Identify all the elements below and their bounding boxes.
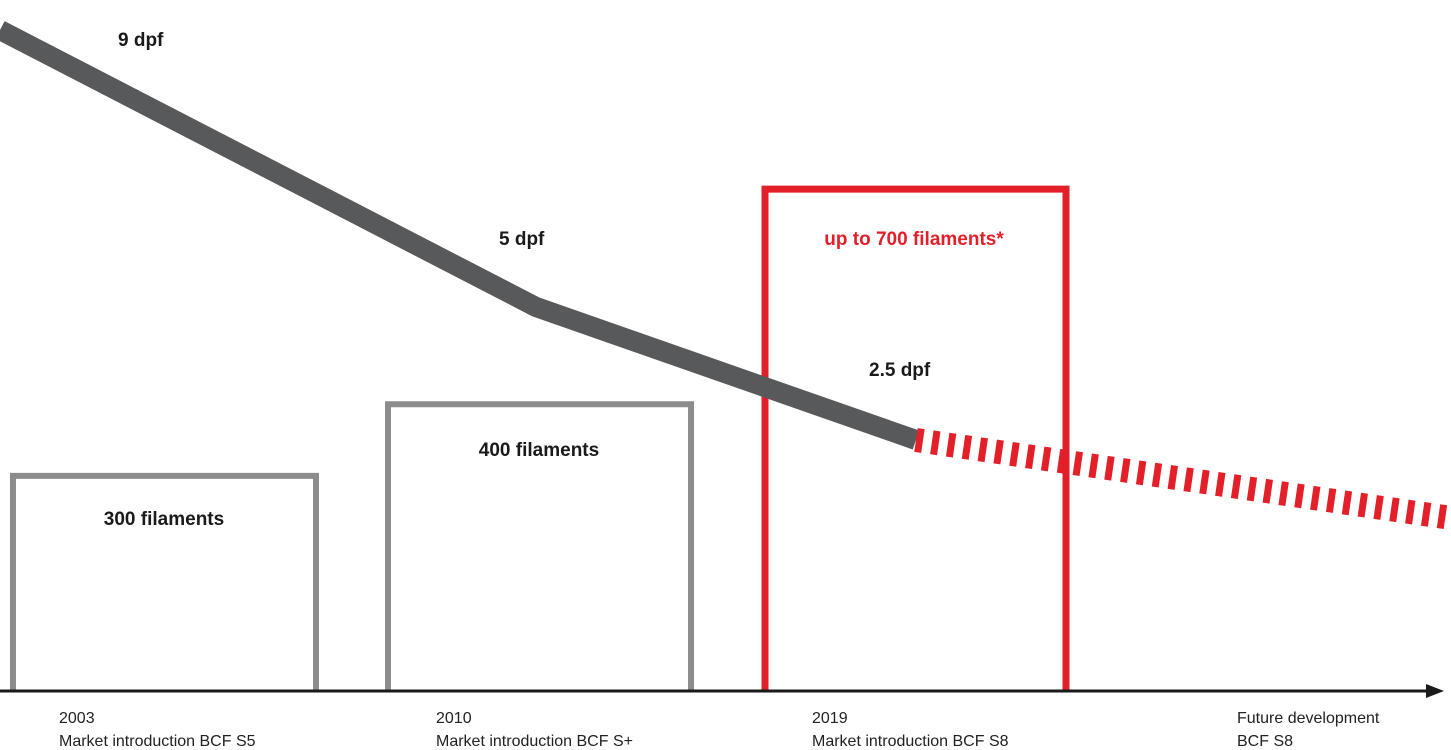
filament-box-2019	[761, 185, 1070, 691]
filaments-label-2019: up to 700 filaments*	[824, 229, 1004, 250]
dpf-label-2019: 2.5 dpf	[869, 360, 931, 381]
chart-labels: 9 dpf 5 dpf 2.5 dpf 300 filaments 400 fi…	[59, 30, 1380, 750]
filaments-label-2010: 400 filaments	[479, 440, 599, 461]
dpf-future-dashed-line	[914, 428, 1451, 530]
filament-boxes	[10, 185, 1070, 691]
x-axis	[0, 684, 1444, 698]
caption-2010: Market introduction BCF S+	[436, 733, 633, 750]
dpf-trend	[0, 21, 1451, 530]
dpf-label-2010: 5 dpf	[499, 229, 545, 250]
filaments-label-2003: 300 filaments	[104, 509, 224, 530]
year-label-2010: 2010	[436, 710, 472, 727]
year-label-2003: 2003	[59, 710, 95, 727]
caption-2019: Market introduction BCF S8	[812, 733, 1009, 750]
dpf-label-2003: 9 dpf	[118, 30, 164, 51]
x-axis-arrow	[1426, 684, 1444, 698]
filament-box-2010	[385, 401, 694, 691]
year-label-future: Future development	[1237, 710, 1380, 727]
filament-box-2003	[10, 472, 319, 691]
caption-future: BCF S8	[1237, 733, 1293, 750]
dpf-trend-line	[0, 21, 920, 450]
year-label-2019: 2019	[812, 710, 848, 727]
caption-2003: Market introduction BCF S5	[59, 733, 256, 750]
